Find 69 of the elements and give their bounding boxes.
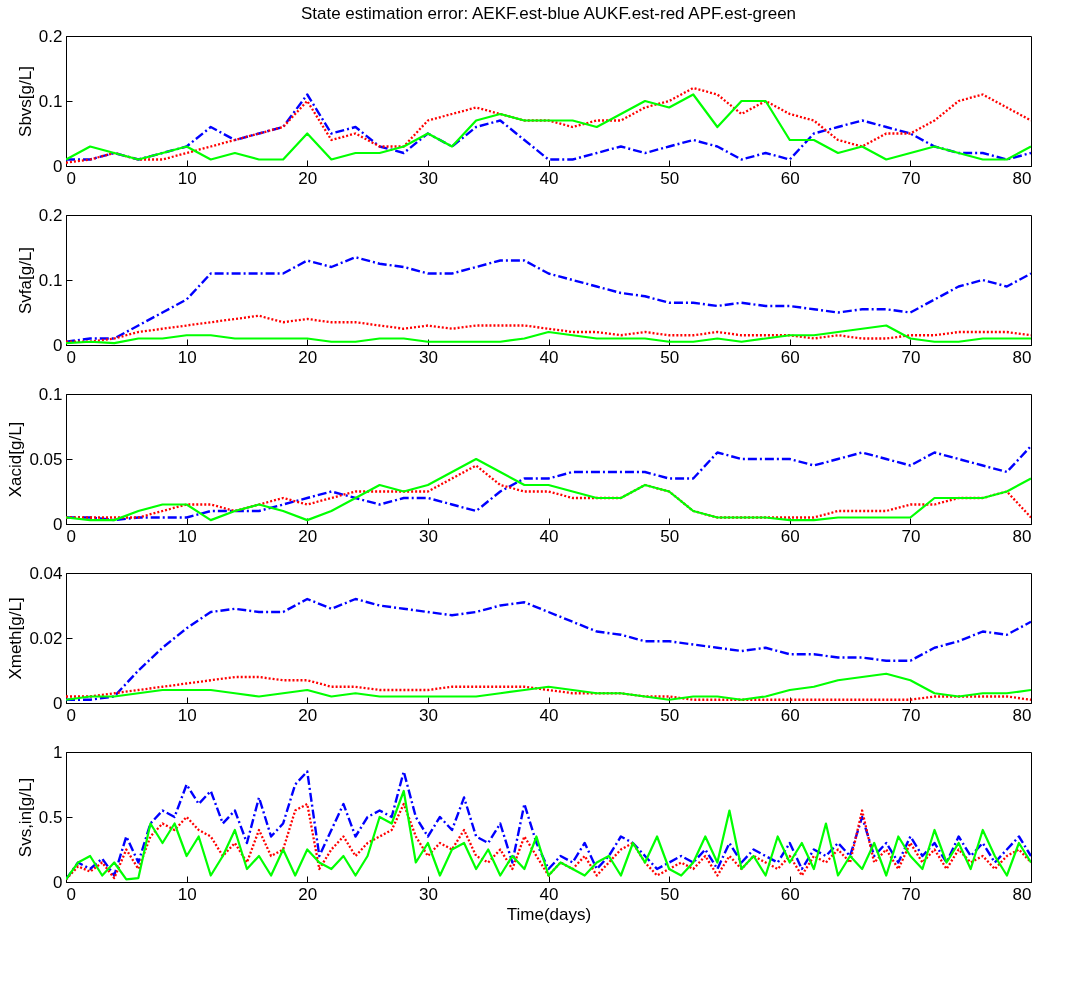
y-tick-label: 0.04 bbox=[29, 563, 63, 583]
x-tick-label: 50 bbox=[660, 884, 680, 904]
x-tick-label: 60 bbox=[780, 168, 800, 188]
x-tick-label: 10 bbox=[177, 526, 197, 546]
chart-title: State estimation error: AEKF.est-blue AUKF.est-red APF.est-green bbox=[300, 4, 797, 23]
y-tick-label: 0.1 bbox=[38, 270, 63, 290]
x-tick-label: 30 bbox=[418, 526, 438, 546]
x-tick-label: 20 bbox=[298, 347, 318, 367]
y-tick-label: 0.5 bbox=[38, 807, 63, 827]
x-tick-label: 10 bbox=[177, 347, 197, 367]
x-tick-label: 70 bbox=[901, 526, 921, 546]
x-tick-label: 70 bbox=[901, 884, 921, 904]
y-tick-label: 0.02 bbox=[29, 628, 63, 648]
x-tick-label: 0 bbox=[66, 884, 76, 904]
x-tick-label: 60 bbox=[780, 347, 800, 367]
line-series bbox=[66, 324, 1031, 345]
x-tick-label: 0 bbox=[66, 705, 76, 725]
x-tick-label: 20 bbox=[298, 526, 318, 546]
line-series bbox=[66, 457, 1031, 522]
x-tick-label: 60 bbox=[780, 884, 800, 904]
x-tick-label: 50 bbox=[660, 347, 680, 367]
y-axis-title: Xmeth[g/L] bbox=[6, 597, 26, 680]
x-tick-label: 80 bbox=[1012, 168, 1032, 188]
x-tick-label: 80 bbox=[1012, 705, 1032, 725]
y-axis-title: Xacid[g/L] bbox=[6, 421, 26, 498]
x-tick-label: 50 bbox=[660, 168, 680, 188]
y-axis-title: Sbvs[g/L] bbox=[15, 66, 35, 137]
x-tick-label: 0 bbox=[66, 526, 76, 546]
x-tick-label: 20 bbox=[298, 884, 318, 904]
y-tick-label: 0.05 bbox=[29, 449, 63, 469]
y-tick-label: 0.2 bbox=[38, 205, 63, 225]
x-tick-label: 40 bbox=[539, 526, 559, 546]
x-tick-label: 50 bbox=[660, 705, 680, 725]
x-tick-label: 20 bbox=[298, 705, 318, 725]
y-tick-label: 0.1 bbox=[38, 91, 63, 111]
x-tick-label: 70 bbox=[901, 705, 921, 725]
x-tick-label: 10 bbox=[177, 168, 197, 188]
x-tick-label: 40 bbox=[539, 884, 559, 904]
x-tick-label: 40 bbox=[539, 168, 559, 188]
line-series bbox=[66, 464, 1031, 519]
line-series bbox=[66, 314, 1031, 343]
x-tick-label: 60 bbox=[780, 705, 800, 725]
x-tick-label: 80 bbox=[1012, 526, 1032, 546]
x-tick-label: 60 bbox=[780, 526, 800, 546]
y-axis-title: Svfa[g/L] bbox=[15, 246, 35, 315]
x-tick-label: 50 bbox=[660, 526, 680, 546]
x-tick-label: 30 bbox=[418, 168, 438, 188]
x-tick-label: 70 bbox=[901, 347, 921, 367]
x-tick-label: 80 bbox=[1012, 884, 1032, 904]
x-tick-label: 20 bbox=[298, 168, 318, 188]
x-tick-label: 80 bbox=[1012, 347, 1032, 367]
line-series bbox=[66, 597, 1031, 701]
x-tick-label: 40 bbox=[539, 347, 559, 367]
x-tick-label: 0 bbox=[66, 168, 76, 188]
x-tick-label: 0 bbox=[66, 347, 76, 367]
x-tick-label: 70 bbox=[901, 168, 921, 188]
y-tick-label: 1 bbox=[53, 742, 63, 762]
x-tick-label: 30 bbox=[418, 884, 438, 904]
line-series bbox=[66, 256, 1031, 343]
y-tick-label: 0.1 bbox=[38, 384, 63, 404]
x-tick-label: 30 bbox=[418, 347, 438, 367]
x-tick-label: 10 bbox=[177, 884, 197, 904]
x-tick-label: 40 bbox=[539, 705, 559, 725]
x-tick-label: 10 bbox=[177, 705, 197, 725]
y-tick-label: 0.2 bbox=[38, 26, 63, 46]
x-tick-label: 30 bbox=[418, 705, 438, 725]
line-series bbox=[66, 444, 1031, 522]
y-axis-title: Svs,in[g/L] bbox=[15, 777, 35, 858]
x-axis-title: Time(days) bbox=[506, 904, 592, 924]
